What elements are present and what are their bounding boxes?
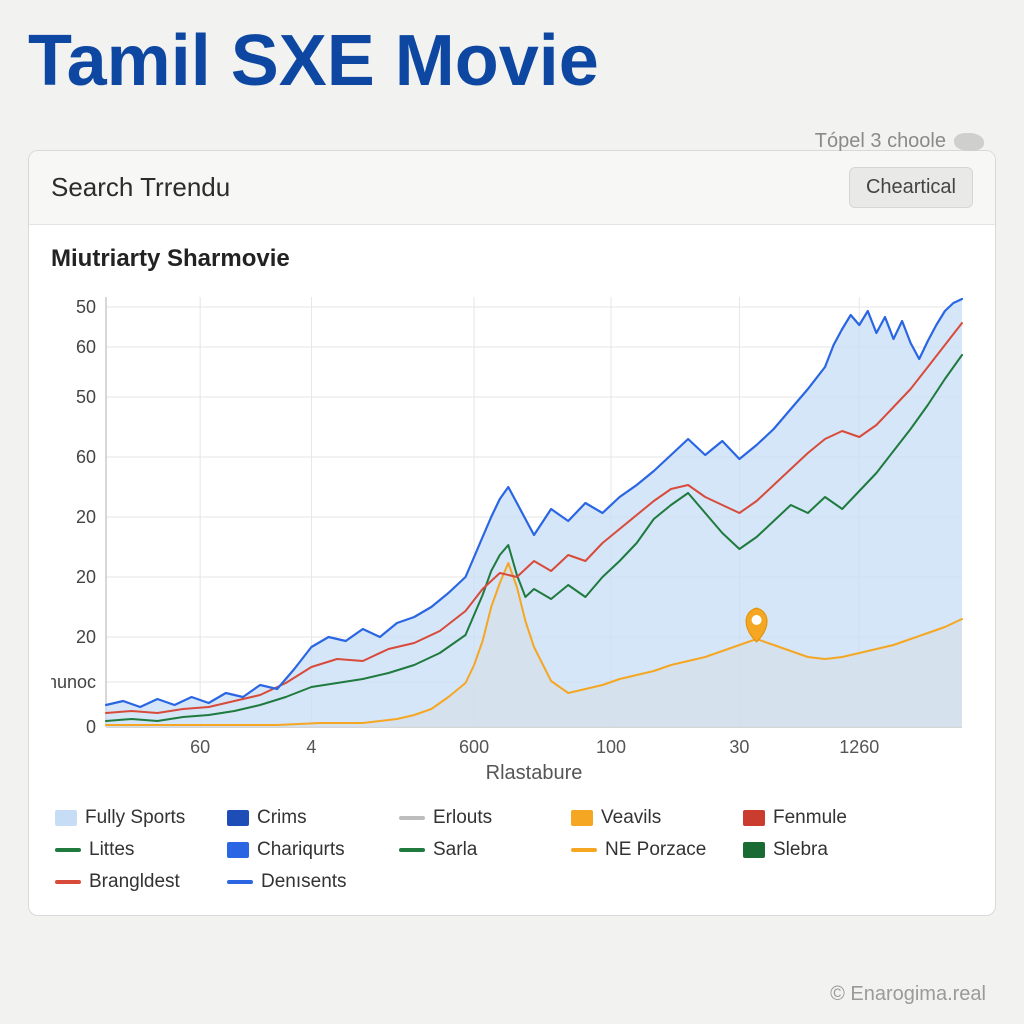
svg-text:1260: 1260 xyxy=(839,737,879,757)
legend-swatch xyxy=(227,880,253,884)
legend-label: Brangldest xyxy=(89,871,180,893)
legend-item: NE Porzace xyxy=(571,839,709,861)
legend-label: NE Porzace xyxy=(605,839,706,861)
chart-area: 0 hunoc 20 20 20 60 50 60 50 60 4 600 100 30 1260 Rlast… xyxy=(51,287,973,787)
legend-item: Littes xyxy=(55,839,193,861)
top-right-caption: Tópel 3 choole xyxy=(815,130,984,153)
legend-label: Sarla xyxy=(433,839,477,861)
svg-text:Rlastabure: Rlastabure xyxy=(486,762,583,784)
legend-item: Fenmule xyxy=(743,807,881,829)
svg-text:50: 50 xyxy=(76,297,96,317)
top-right-text: Tópel 3 choole xyxy=(815,130,946,153)
panel-header-title: Search Trrendu xyxy=(51,172,230,203)
svg-text:20: 20 xyxy=(76,567,96,587)
legend-item: Fully Sports xyxy=(55,807,193,829)
footer-credit: © Enarogima.real xyxy=(830,983,986,1006)
cloud-icon xyxy=(954,133,984,151)
cheartical-button[interactable]: Cheartical xyxy=(849,167,973,208)
legend-item: Denısents xyxy=(227,871,365,893)
svg-text:60: 60 xyxy=(76,447,96,467)
legend-swatch xyxy=(55,810,77,826)
legend-swatch xyxy=(743,842,765,858)
legend-item: Slebra xyxy=(743,839,881,861)
legend-swatch xyxy=(571,848,597,852)
legend-swatch xyxy=(227,810,249,826)
legend-item: Chariqurts xyxy=(227,839,365,861)
chart-svg: 0 hunoc 20 20 20 60 50 60 50 60 4 600 100 30 1260 Rlast… xyxy=(51,287,973,787)
svg-text:60: 60 xyxy=(76,337,96,357)
svg-text:20: 20 xyxy=(76,627,96,647)
legend: Fully Sports Crims Erlouts Veavils Fenmule Li… xyxy=(51,801,973,899)
legend-swatch xyxy=(55,880,81,884)
svg-text:20: 20 xyxy=(76,507,96,527)
svg-text:600: 600 xyxy=(459,737,489,757)
legend-swatch xyxy=(55,848,81,852)
legend-item: Crims xyxy=(227,807,365,829)
panel-header: Search Trrendu Cheartical xyxy=(29,151,995,225)
legend-label: Veavils xyxy=(601,807,661,829)
legend-item: Brangldest xyxy=(55,871,193,893)
legend-item: Erlouts xyxy=(399,807,537,829)
legend-label: Fully Sports xyxy=(85,807,185,829)
svg-text:4: 4 xyxy=(306,737,316,757)
legend-item: Sarla xyxy=(399,839,537,861)
legend-swatch xyxy=(743,810,765,826)
legend-label: Slebra xyxy=(773,839,828,861)
legend-label: Chariqurts xyxy=(257,839,345,861)
svg-text:30: 30 xyxy=(729,737,749,757)
svg-text:0: 0 xyxy=(86,717,96,737)
legend-label: Littes xyxy=(89,839,134,861)
svg-text:hunoc: hunoc xyxy=(51,672,96,692)
svg-text:50: 50 xyxy=(76,387,96,407)
legend-swatch xyxy=(227,842,249,858)
legend-label: Fenmule xyxy=(773,807,847,829)
svg-text:60: 60 xyxy=(190,737,210,757)
svg-text:100: 100 xyxy=(596,737,626,757)
panel-body: Miutriarty Sharmovie 0 hunoc 20 20 20 60 50 60 5… xyxy=(29,225,995,915)
legend-label: Denısents xyxy=(261,871,347,893)
legend-swatch xyxy=(399,848,425,852)
trends-panel: Search Trrendu Cheartical Miutriarty Sha… xyxy=(28,150,996,916)
legend-swatch xyxy=(399,816,425,820)
legend-label: Erlouts xyxy=(433,807,492,829)
legend-label: Crims xyxy=(257,807,307,829)
legend-swatch xyxy=(571,810,593,826)
page-title: Tamil SXE Movie xyxy=(28,20,996,102)
legend-item: Veavils xyxy=(571,807,709,829)
chart-title: Miutriarty Sharmovie xyxy=(51,245,973,273)
